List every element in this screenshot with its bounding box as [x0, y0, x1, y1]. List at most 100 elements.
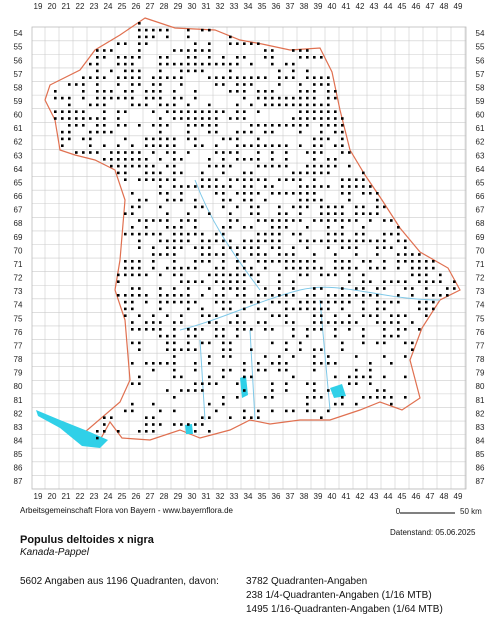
dot	[376, 321, 379, 324]
dot	[131, 76, 134, 79]
dot	[334, 110, 337, 113]
dot	[250, 124, 253, 127]
dot	[271, 260, 274, 263]
dot	[327, 273, 330, 277]
dot	[355, 368, 358, 372]
dot	[320, 164, 323, 168]
dot	[425, 314, 428, 317]
dot	[236, 110, 239, 113]
dot	[194, 90, 197, 93]
dot	[362, 328, 365, 331]
dot	[138, 205, 141, 209]
dot	[250, 178, 253, 181]
dot	[271, 164, 274, 168]
dot	[257, 280, 260, 283]
dot	[110, 416, 113, 419]
dot	[334, 144, 337, 147]
dot	[215, 124, 218, 127]
dot	[131, 192, 134, 195]
dot	[362, 192, 365, 195]
dot	[208, 178, 211, 181]
dot	[292, 232, 295, 236]
dot	[411, 294, 414, 297]
dot	[320, 212, 323, 215]
dot	[271, 96, 274, 100]
x-label: 31	[202, 2, 211, 11]
dot	[194, 56, 197, 59]
dot	[348, 185, 351, 188]
dot	[432, 266, 435, 270]
dot	[376, 287, 379, 290]
dot	[299, 239, 302, 243]
dot	[264, 103, 267, 107]
species-name: Populus deltoides x nigra	[20, 534, 154, 546]
dot	[222, 205, 225, 209]
dot	[320, 348, 323, 351]
dot	[320, 314, 323, 317]
dot	[166, 348, 169, 351]
dot	[124, 300, 127, 304]
x-label: 39	[314, 2, 323, 11]
dot	[138, 178, 141, 181]
dot	[173, 266, 176, 270]
dot	[194, 280, 197, 283]
dot	[299, 90, 302, 93]
dot	[152, 96, 155, 100]
dot	[96, 103, 99, 107]
x-label: 22	[76, 492, 85, 501]
dot	[306, 260, 309, 263]
dot	[145, 273, 148, 277]
dot	[313, 178, 316, 181]
dot	[250, 171, 253, 175]
dot	[152, 416, 155, 419]
dot	[61, 117, 64, 120]
dot	[215, 253, 218, 256]
dot	[222, 185, 225, 188]
x-label: 49	[454, 2, 463, 11]
dot	[285, 348, 288, 351]
y-label: 60	[14, 111, 23, 120]
dot	[327, 158, 330, 161]
dot	[124, 90, 127, 93]
dot	[299, 192, 302, 195]
dot	[138, 69, 141, 73]
dot	[278, 232, 281, 236]
dot	[327, 355, 330, 358]
stats-line: 1495 1/16-Quadranten-Angaben (1/64 MTB)	[246, 604, 443, 615]
x-label: 47	[426, 492, 435, 501]
dot	[341, 144, 344, 147]
dot	[285, 368, 288, 372]
y-label: 61	[14, 124, 23, 133]
dot	[222, 368, 225, 372]
dot	[264, 266, 267, 270]
dot	[404, 280, 407, 283]
y-label: 74	[14, 301, 23, 310]
dot	[327, 137, 330, 141]
dot	[327, 171, 330, 175]
dot	[299, 117, 302, 120]
dot	[306, 300, 309, 304]
dot	[61, 96, 64, 100]
dot	[124, 266, 127, 270]
dot	[257, 164, 260, 168]
dot	[131, 294, 134, 297]
dot	[166, 110, 169, 113]
dot	[124, 137, 127, 141]
dot	[264, 307, 267, 311]
dot	[292, 69, 295, 73]
dot	[271, 130, 274, 134]
dot	[152, 171, 155, 175]
dot	[229, 76, 232, 79]
dot	[124, 76, 127, 79]
dot	[271, 185, 274, 188]
dot	[362, 273, 365, 277]
dot	[355, 287, 358, 290]
dot	[264, 396, 267, 399]
dot	[243, 362, 246, 365]
x-label: 44	[384, 492, 393, 501]
dot	[222, 341, 225, 345]
dot	[222, 232, 225, 236]
dot	[159, 185, 162, 188]
y-label: 75	[476, 314, 485, 323]
dot	[362, 294, 365, 297]
